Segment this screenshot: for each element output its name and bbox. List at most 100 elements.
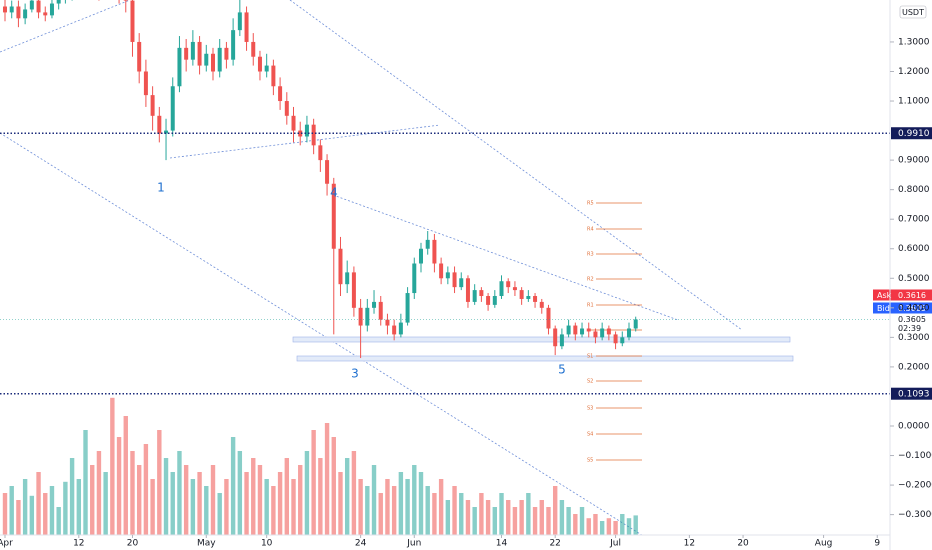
candle-body [573,325,578,335]
volume-bar [526,493,531,535]
candle-body [432,239,437,264]
wave-label: 5 [558,363,566,377]
volume-bar [559,500,565,535]
candle-body [9,6,14,13]
y-tick-label: −0.3000 [898,510,932,520]
pivot-label: R3 [587,252,594,258]
bid-badge [873,302,932,314]
candle-body [49,3,54,16]
volume-bar [163,458,169,535]
y-tick-label: 0.8000 [898,185,930,195]
wave-label: 3 [351,367,359,381]
candle-body [620,337,625,344]
x-tick-label: 10 [261,539,273,549]
volume-bar [479,493,484,535]
volume-bar [344,458,350,535]
candle-body [170,86,175,131]
x-tick-label: 20 [127,539,139,549]
candle-body [264,65,269,72]
candle-body [204,53,209,66]
trendline [332,194,679,321]
volume-bar [22,479,28,535]
volume-bar [586,518,591,535]
candle-body [486,296,491,305]
candle-body [539,301,544,308]
candle-body [271,65,276,87]
volume-bar [298,465,303,535]
volume-bar [264,479,269,535]
volume-bar [136,465,142,535]
bid-name: Bid [877,304,890,313]
volume-bar [83,430,88,535]
candle-body [143,71,148,96]
candle-body [418,248,423,264]
volume-bar [63,481,68,535]
volume-bar [492,507,498,535]
candle-body [439,263,444,279]
candle-body [465,278,470,302]
trendline [289,0,743,331]
candle-body [546,307,551,329]
price-badge-label: 0.9910 [898,129,930,139]
volume-bar [318,458,323,535]
ask-badge [873,289,932,301]
volume-bar [150,479,155,535]
volume-bar [418,472,424,535]
volume-bar [157,430,162,535]
support-zone [292,336,791,343]
y-tick-label: −0.1000 [898,451,932,461]
volume-bar [143,444,149,535]
candle-body [123,0,128,1]
y-tick-label: 0.4000 [898,303,930,313]
x-tick-label: 12 [73,539,84,549]
volume-bar [9,486,14,535]
candle-body [405,293,410,323]
volume-bar [324,423,330,535]
volume-bar [633,515,638,535]
ask-name: Ask [877,291,892,300]
pivot-label: R1 [587,303,594,309]
y-tick-label: 0.5000 [898,274,930,284]
y-tick-label: 1.2000 [898,67,930,77]
volume-bar [237,451,243,535]
candle-body [606,328,611,335]
candle-body [365,307,370,326]
currency-box[interactable] [899,5,927,19]
volume-bar [378,493,383,535]
volume-bar [338,472,343,535]
volume-bar [257,465,263,535]
volume-bar [365,486,370,535]
volume-bar [599,521,605,535]
price-badge [891,127,932,140]
volume-bar [445,500,451,535]
volume-bar [251,458,256,535]
candle-body [197,41,202,66]
candle-body [626,328,631,338]
volume-bar [244,472,249,535]
candle-body [23,9,28,19]
volume-bar [539,500,544,535]
volume-bar [110,397,115,535]
y-tick-label: −0.2000 [898,481,932,491]
countdown: 02:39 [898,324,921,333]
price-badge [891,387,932,400]
trendline [169,124,441,159]
pivot-label: S5 [587,458,593,464]
volume-bar [2,493,8,535]
candle-body [257,56,262,72]
volume-bar [499,493,504,535]
volume-bar [291,479,296,535]
volume-bar [204,486,209,535]
volume-bar [116,437,122,535]
candle-body [331,183,336,249]
candle-body [506,281,511,288]
volume-bar [358,479,363,535]
candle-body [580,328,585,335]
x-tick-label: 12 [684,539,695,549]
volume-bar [130,451,135,535]
volume-bar [304,451,310,535]
candle-body [184,47,189,60]
volume-bar [224,479,229,535]
pivot-label: S4 [587,432,593,438]
